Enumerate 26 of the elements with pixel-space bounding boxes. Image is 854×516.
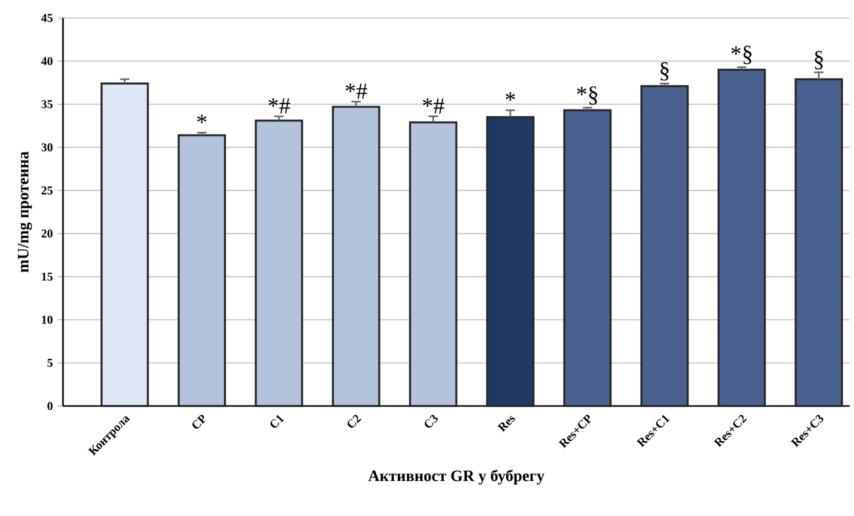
annotation: *§ <box>731 46 752 64</box>
x-tick-label: Res <box>497 416 516 432</box>
annotation: § <box>660 62 669 81</box>
y-tick-label: 25 <box>42 186 53 194</box>
y-tick-label: 35 <box>41 100 53 108</box>
y-tick-label: 45 <box>41 14 53 22</box>
y-tick-label: 40 <box>41 57 53 66</box>
annotation: * <box>506 92 515 101</box>
annotation: *# <box>422 98 444 114</box>
annotation: *# <box>268 98 290 114</box>
annotation: *# <box>346 84 368 99</box>
x-axis-title: Активност GR у бубрегу <box>368 470 544 484</box>
x-tick-label: CP <box>192 414 206 429</box>
y-tick-label: 5 <box>47 358 53 367</box>
annotation: § <box>814 50 823 70</box>
y-tick-label: 0 <box>47 402 53 410</box>
y-tick-label: 30 <box>41 143 53 152</box>
y-tick-label: 20 <box>42 230 53 238</box>
x-tick-label: C2 <box>348 414 362 428</box>
annotation: * <box>197 114 206 124</box>
y-axis-title: mU/mg протеина <box>18 152 32 272</box>
y-tick-label: 10 <box>42 316 53 324</box>
y-tick-label: 15 <box>42 272 53 281</box>
annotation: *§ <box>577 86 598 105</box>
x-tick-label: C3 <box>424 414 438 428</box>
x-tick-label: C1 <box>270 414 284 428</box>
